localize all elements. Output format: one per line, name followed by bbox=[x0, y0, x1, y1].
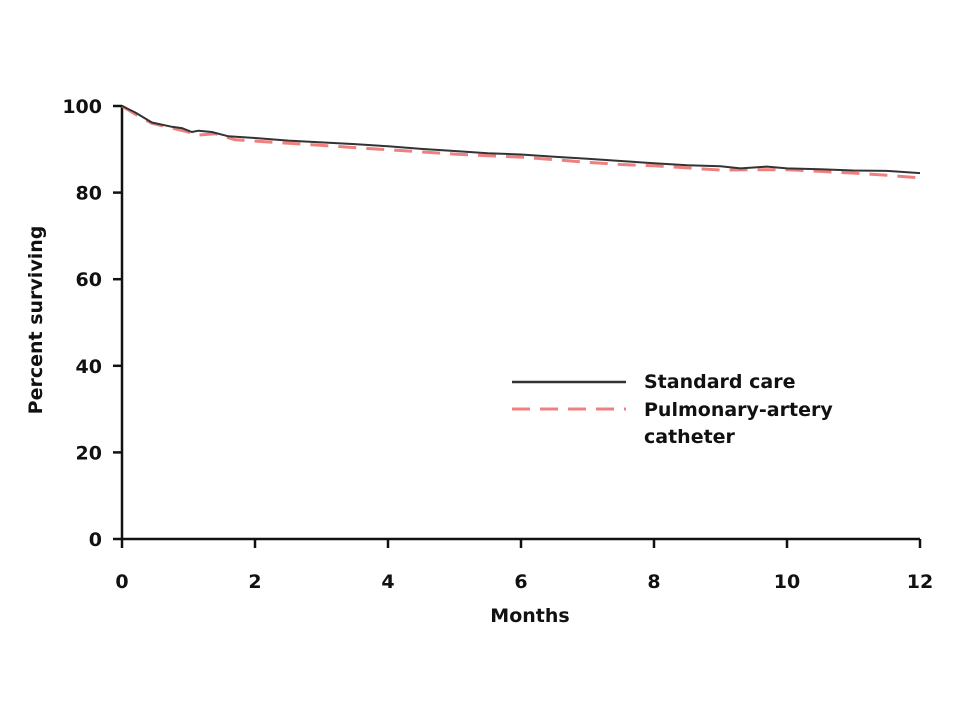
x-tick-label: 8 bbox=[647, 571, 660, 593]
series-line-standard-care bbox=[121, 105, 921, 175]
legend-label-standard-care: Standard care bbox=[644, 371, 795, 393]
x-tick-label: 2 bbox=[248, 571, 261, 593]
y-tick-label: 100 bbox=[62, 96, 102, 118]
y-tick-label: 60 bbox=[76, 269, 102, 291]
series-line-pulmonary-artery-catheter bbox=[121, 104, 921, 180]
legend: Standard care Pulmonary-artery catheter bbox=[512, 371, 839, 448]
x-tick-label: 6 bbox=[514, 571, 527, 593]
x-tick-label: 4 bbox=[381, 571, 394, 593]
y-tick-label: 80 bbox=[76, 183, 102, 205]
y-tick-label: 20 bbox=[76, 442, 102, 464]
x-tick-label: 0 bbox=[115, 571, 128, 593]
x-tick-label: 12 bbox=[907, 571, 933, 593]
x-tick-label: 10 bbox=[774, 571, 800, 593]
legend-label-line-2: catheter bbox=[644, 426, 736, 448]
legend-label-line-1: Pulmonary-artery bbox=[644, 399, 833, 421]
ticks: 0 2 4 6 8 10 12 0 20 40 60 80 100 bbox=[62, 96, 933, 593]
y-tick-label: 0 bbox=[89, 529, 102, 551]
y-axis-title: Percent surviving bbox=[25, 226, 47, 415]
legend-label-pulmonary-artery-catheter: Pulmonary-artery catheter bbox=[644, 399, 839, 448]
y-tick-label: 40 bbox=[76, 356, 102, 378]
x-axis-title: Months bbox=[490, 605, 569, 627]
series-layer bbox=[121, 104, 921, 180]
